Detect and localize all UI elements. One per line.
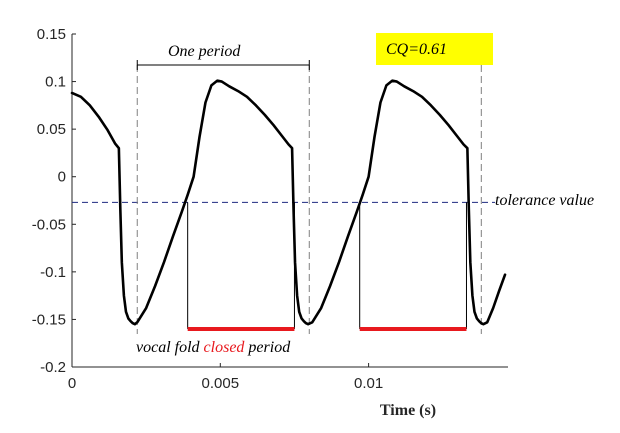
reference-lines [72, 60, 495, 334]
y-tick-label: -0.1 [40, 264, 66, 281]
y-tick-label: 0.15 [37, 26, 66, 43]
y-tick-label: -0.05 [32, 216, 66, 233]
annotations: CQ=0.61 One period tolerance value vocal… [136, 33, 594, 419]
signal-series [70, 79, 507, 326]
one-period-label: One period [168, 43, 241, 60]
signal-line [70, 79, 507, 326]
x-tick-label: 0.005 [202, 375, 240, 392]
closed-label-highlight: closed [204, 339, 246, 356]
tolerance-label: tolerance value [495, 192, 594, 209]
closed-label-after: period [244, 339, 291, 356]
cq-label: CQ=0.61 [386, 41, 447, 58]
closed-label-before: vocal fold [136, 339, 204, 356]
axes: 0.150.10.050-0.05-0.1-0.15-0.20 0.005 0.01 [32, 26, 508, 392]
cq-box [376, 33, 493, 65]
y-tick-label: -0.15 [32, 311, 66, 328]
x-axis-label: Time (s) [380, 402, 436, 419]
x-tick-label: 0.01 [354, 375, 383, 392]
y-tick-label: 0 [58, 169, 66, 186]
closed-period-label: vocal fold closed period [136, 339, 291, 356]
y-tick-label: 0.1 [45, 74, 66, 91]
y-tick-label: 0.05 [37, 121, 66, 138]
x-tick-label: 0 [68, 375, 76, 392]
y-tick-label: -0.2 [40, 359, 66, 376]
